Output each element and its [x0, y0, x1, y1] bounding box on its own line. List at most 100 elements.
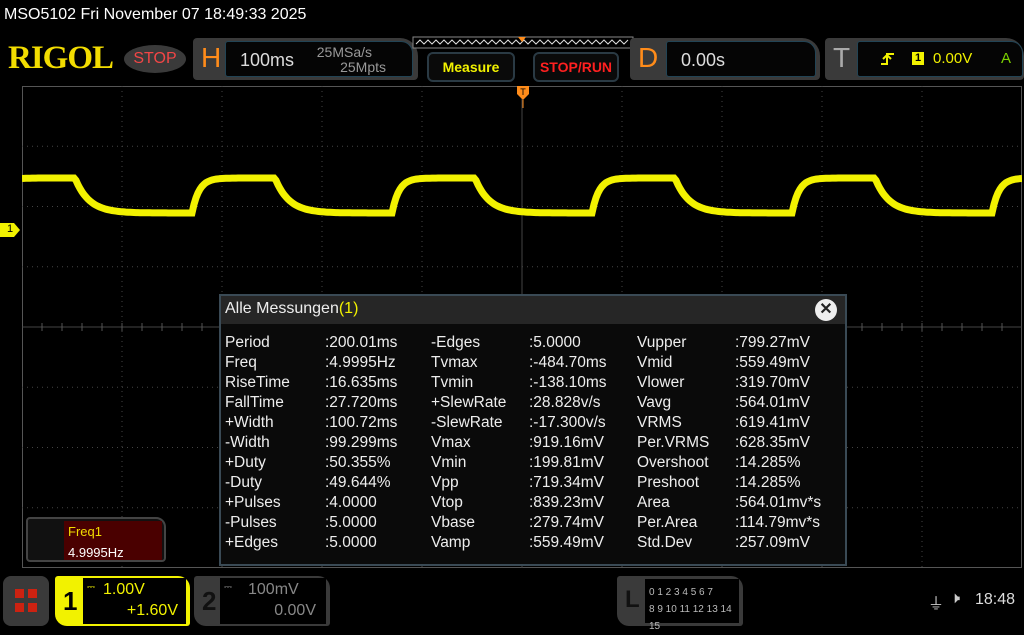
measurement-label: Vamp: [431, 534, 471, 551]
measurement-value: :14.285%: [735, 454, 801, 471]
usb-icon: ⏚: [928, 596, 945, 613]
measurement-value: :200.01ms: [325, 334, 398, 351]
measurement-value: :279.74mV: [529, 514, 604, 531]
measurement-value: :839.23mV: [529, 494, 604, 511]
memory-depth: 25Mpts: [340, 59, 386, 75]
measurement-label: Tvmax: [431, 354, 478, 371]
ch1-scale: 1.00V: [103, 581, 145, 598]
delay-letter: D: [638, 42, 659, 73]
measurement-label: Per.Area: [637, 514, 698, 531]
close-icon[interactable]: ✕: [815, 299, 837, 321]
dc-coupling-icon: ⎓: [87, 582, 95, 593]
logic-panel[interactable]: L 0 1 2 3 4 5 6 7 8 9 10 11 12 13 14 15: [617, 576, 743, 632]
measurement-value: :559.49mV: [529, 534, 604, 551]
measurement-label: Freq: [225, 354, 257, 371]
ch1-number: 1: [63, 586, 78, 616]
ch2-scale: 100mV: [248, 581, 299, 598]
stop-run-button[interactable]: STOP/RUN: [533, 52, 619, 82]
menu-grid-icon: [15, 589, 37, 612]
timebase: 100ms: [240, 50, 295, 70]
measurement-label: VRMS: [637, 414, 682, 431]
horizontal-panel[interactable]: H 100ms 25MSa/s 25Mpts: [193, 38, 418, 80]
measurement-value: :100.72ms: [325, 414, 398, 431]
freq-label: Freq1: [68, 524, 102, 539]
measurement-value: :4.9995Hz: [325, 354, 396, 371]
measurement-label: -Width: [225, 434, 270, 451]
measurement-label: Per.VRMS: [637, 434, 710, 451]
measurement-value: :564.01mv*s: [735, 494, 822, 511]
measurement-value: :564.01mV: [735, 394, 810, 411]
trigger-mode: A: [1001, 50, 1012, 67]
memory-overview-bar[interactable]: [412, 36, 636, 50]
measurement-label: Preshoot: [637, 474, 700, 491]
freq-value: 4.9995Hz: [68, 545, 124, 560]
measurement-value: :-17.300v/s: [529, 414, 606, 431]
channel2-panel[interactable]: 2 ⎓ 100mV 0.00V: [194, 576, 330, 626]
measurement-label: Vmin: [431, 454, 467, 471]
run-state-badge[interactable]: STOP: [124, 45, 186, 73]
measurement-label: +Pulses: [225, 494, 281, 511]
measurement-label: +SlewRate: [431, 394, 507, 411]
ch2-number: 2: [202, 586, 217, 616]
measurement-label: +Duty: [225, 454, 266, 471]
measurement-value: :628.35mV: [735, 434, 810, 451]
measurement-value: :114.79mv*s: [735, 514, 821, 531]
measurement-value: :27.720ms: [325, 394, 398, 411]
measurement-value: :319.70mV: [735, 374, 810, 391]
measurement-value: :28.828v/s: [529, 394, 601, 411]
measurement-label: Vpp: [431, 474, 459, 491]
window-title: MSO5102 Fri November 07 18:49:33 2025: [4, 6, 307, 23]
horizontal-letter: H: [201, 42, 222, 73]
measurement-label: +Edges: [225, 534, 279, 551]
measurement-value: :-138.10ms: [529, 374, 607, 391]
measurement-label: Vlower: [637, 374, 685, 391]
sample-rate: 25MSa/s: [316, 44, 372, 60]
measurement-label: Vtop: [431, 494, 463, 511]
measurement-value: :49.644%: [325, 474, 391, 491]
measurement-value: :199.81mV: [529, 454, 604, 471]
measurement-value: :799.27mV: [735, 334, 810, 351]
measurement-value: :4.0000: [325, 494, 377, 511]
ch1-offset: +1.60V: [126, 602, 178, 619]
trigger-panel[interactable]: T 1 0.00V A: [825, 38, 1024, 80]
measurement-label: Vavg: [637, 394, 672, 411]
freq-readout[interactable]: Freq1 4.9995Hz: [26, 517, 166, 562]
measurement-value: :14.285%: [735, 474, 801, 491]
measurement-value: :50.355%: [325, 454, 391, 471]
channel1-waveform: [22, 174, 1022, 217]
svg-text:T: T: [520, 87, 526, 97]
logic-channels-row1: 0 1 2 3 4 5 6 7: [649, 587, 713, 598]
measurement-value: :-484.70ms: [529, 354, 607, 371]
measurement-value: :5.0000: [529, 334, 581, 351]
measure-button[interactable]: Measure: [427, 52, 515, 82]
ch2-offset: 0.00V: [274, 602, 316, 619]
measurement-label: -Duty: [225, 474, 263, 491]
logic-letter: L: [625, 586, 640, 613]
mute-icon[interactable]: 🕨: [950, 590, 961, 607]
main-menu-button[interactable]: [3, 576, 49, 626]
measurement-value: :919.16mV: [529, 434, 604, 451]
dialog-channel: (1): [338, 300, 359, 317]
measurement-label: Vbase: [431, 514, 475, 531]
measurement-value: :16.635ms: [325, 374, 398, 391]
measurement-label: Vmax: [431, 434, 471, 451]
measurement-value: :257.09mV: [735, 534, 810, 551]
dc-coupling-icon: ⎓: [224, 582, 232, 593]
channel1-panel[interactable]: 1 ⎓ 1.00V +1.60V: [55, 576, 190, 626]
logic-channels-row2: 8 9 10 11 12 13 14 15: [649, 604, 732, 632]
channel1-offset-marker[interactable]: 1: [0, 223, 20, 237]
measurement-label: Period: [225, 334, 270, 351]
measurement-label: -SlewRate: [431, 414, 503, 431]
trigger-source: 1: [912, 52, 924, 65]
measurement-value: :5.0000: [325, 514, 377, 531]
measurement-label: Vupper: [637, 334, 687, 351]
measurement-label: Std.Dev: [637, 534, 693, 551]
measurement-value: :99.299ms: [325, 434, 398, 451]
measurement-label: Overshoot: [637, 454, 709, 471]
measurement-label: Vmid: [637, 354, 673, 371]
trigger-level: 0.00V: [933, 50, 973, 67]
trigger-position-marker[interactable]: T: [516, 86, 530, 108]
measurement-label: -Edges: [431, 334, 481, 351]
delay-panel[interactable]: D 0.00s: [630, 38, 820, 80]
clock: 18:48: [975, 591, 1016, 608]
